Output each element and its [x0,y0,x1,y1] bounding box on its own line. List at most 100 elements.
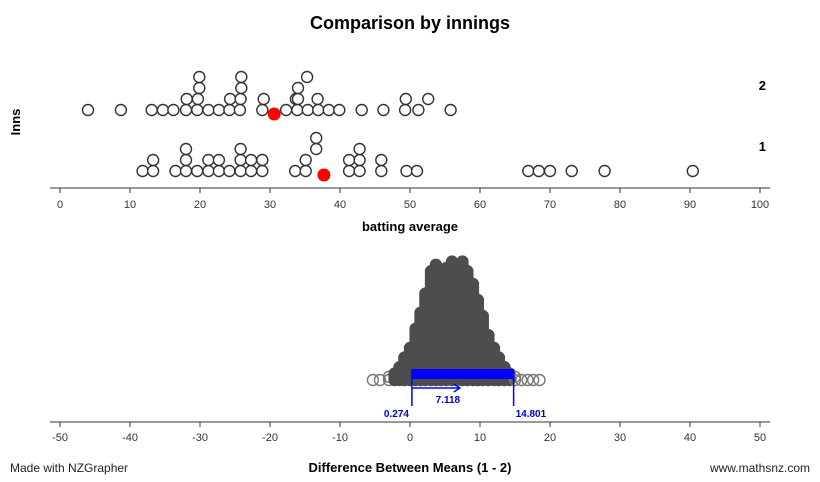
mean-marker-inns-1 [317,168,331,182]
data-point-inns-2 [279,103,293,117]
data-point-inns-2 [322,103,335,117]
data-point-inns-2 [180,92,193,106]
data-point-inns-1 [299,164,312,178]
data-point-inns-1 [598,164,611,178]
x-tick-label: 30 [264,199,276,211]
data-point-inns-2 [355,103,368,117]
data-point-inns-2 [291,92,305,106]
data-point-inns-1 [146,164,160,178]
data-point-inns-1 [223,164,236,178]
data-point-inns-1 [234,142,247,156]
x-tick-label: 70 [544,199,556,211]
data-point-inns-1 [244,153,258,167]
bootstrap-x-tick-label: 10 [474,432,486,444]
data-point-inns-1 [256,153,269,167]
data-point-inns-1 [202,153,215,167]
data-point-inns-1 [686,164,699,178]
data-point-inns-2 [191,92,205,106]
dot-plot: 2 1 0 10 20 30 40 50 60 70 80 90 100 batting avera… [50,70,770,234]
data-point-inns-1 [310,131,323,145]
data-point-inns-2 [223,92,237,106]
data-point-inns-2 [444,103,457,117]
data-point-inns-1 [565,164,578,178]
data-point-inns-2 [235,81,248,95]
data-point-inns-1 [532,164,545,178]
data-point-inns-2 [114,103,128,117]
data-point-inns-1 [299,153,312,167]
data-point-inns-2 [156,103,170,117]
bootstrap-dot [366,373,380,387]
data-point-inns-2 [233,103,247,117]
data-point-inns-1 [202,164,215,178]
mean-marker-inns-2 [267,107,281,121]
data-point-inns-1 [410,164,424,178]
data-point-inns-2 [223,103,236,117]
x-tick-label: 50 [404,199,416,211]
data-point-inns-2 [412,103,425,117]
bootstrap-dot [456,255,469,268]
bootstrap-dot [466,277,480,291]
data-point-inns-2 [81,103,95,117]
x-tick-label: 60 [474,199,486,211]
bootstrap-dot [533,373,546,387]
bootstrap-x-tick-label: -30 [192,432,208,444]
data-point-inns-2 [399,92,412,106]
data-point-inns-1 [375,153,388,167]
bootstrap-x-tick-label: -10 [332,432,348,444]
bootstrap-dot [527,373,540,387]
bootstrap-x-tick-label: -50 [52,432,68,444]
data-point-inns-1 [179,142,193,156]
ci-upper-label: 14.801 [516,409,547,420]
data-point-inns-1 [169,164,182,178]
x-tick-label: 40 [334,199,346,211]
bootstrap-dot [461,265,474,278]
observed-difference-label: 7.118 [436,395,461,406]
x-tick-label: 100 [751,199,769,211]
data-point-inns-1 [342,153,356,167]
data-point-inns-2 [257,92,270,106]
data-point-inns-2 [301,103,314,117]
bootstrap-x-tick-label: 40 [684,432,696,444]
data-point-inns-2 [145,103,158,117]
data-point-inns-1 [353,164,366,178]
data-point-inns-1 [353,142,366,156]
data-point-inns-2 [193,81,206,95]
data-point-inns-1 [310,142,323,156]
x-tick-label: 90 [684,199,696,211]
data-point-inns-1 [342,164,356,178]
chart-title: Comparison by innings [310,13,510,33]
footer-website: www.mathsnz.com [709,461,810,475]
data-point-inns-1 [179,153,193,167]
data-point-inns-1 [375,164,388,178]
data-point-inns-1 [190,164,204,178]
bootstrap-x-axis-label: Difference Between Means (1 - 2) [308,460,511,475]
data-point-inns-2 [212,103,226,117]
bootstrap-x-tick-label: 30 [614,432,626,444]
data-point-inns-2 [193,70,206,84]
data-point-inns-1 [244,164,258,178]
data-point-inns-1 [212,153,226,167]
data-point-inns-2 [234,92,247,106]
data-point-inns-2 [312,103,325,117]
y-axis-label: Inns [8,109,23,136]
bootstrap-dot [492,351,506,364]
group-label-2: 2 [759,78,766,93]
data-point-inns-2 [311,92,324,106]
bootstrap-plot: 0.274 14.801 7.118 -50 -40 -30 -20 -10 0 10 20 30 4… [50,255,770,475]
data-point-inns-1 [400,164,413,178]
bootstrap-dot [515,373,528,387]
data-point-inns-2 [235,70,248,84]
data-point-inns-2 [167,103,180,117]
observed-difference-arrowhead [453,383,462,393]
x-tick-label: 80 [614,199,626,211]
x-tick-label: 20 [194,199,206,211]
data-point-inns-1 [522,164,535,178]
data-point-inns-2 [202,103,215,117]
data-point-inns-1 [234,164,247,178]
confidence-interval-bar [411,369,514,379]
data-point-inns-2 [256,103,269,117]
data-point-inns-2 [291,81,305,95]
bootstrap-dot [482,329,495,342]
data-point-inns-1 [179,164,193,178]
